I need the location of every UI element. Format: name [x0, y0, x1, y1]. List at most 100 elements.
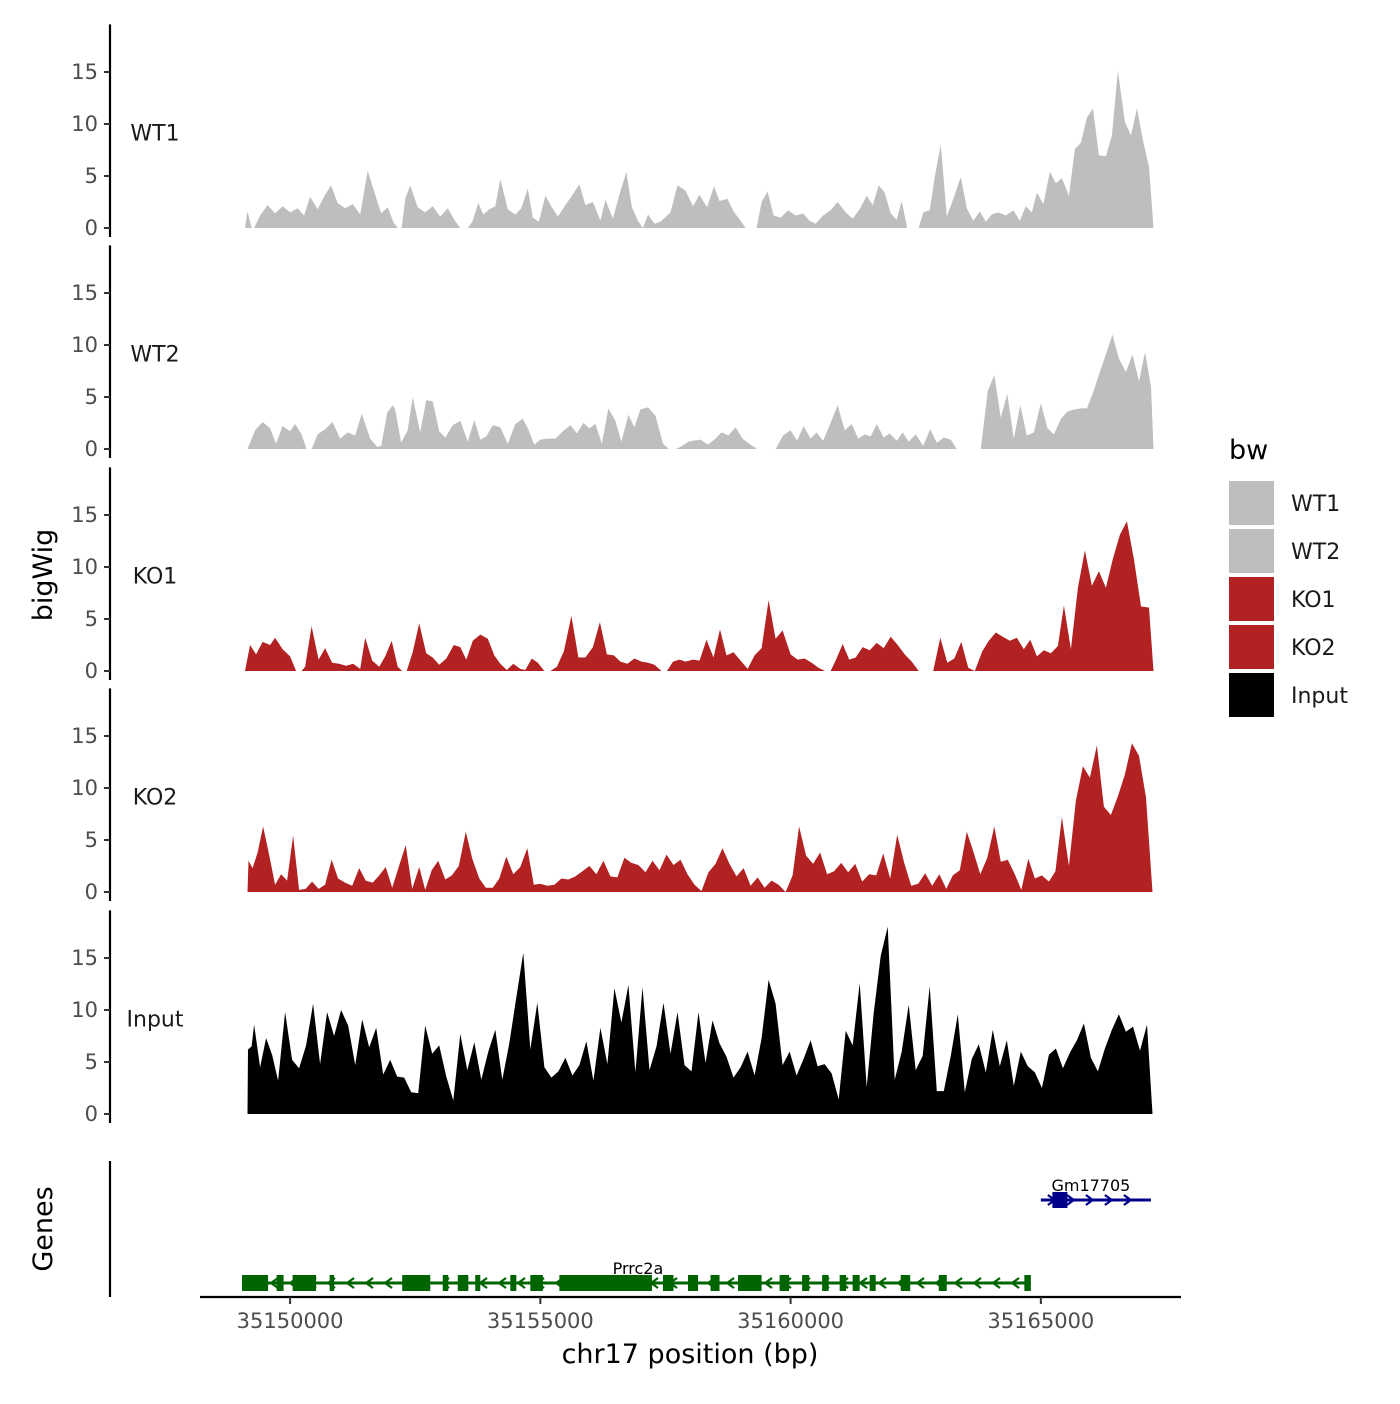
exon-prrc2a-23	[1024, 1275, 1031, 1291]
exon-prrc2a-3	[329, 1275, 335, 1291]
exon-prrc2a-2	[292, 1275, 317, 1291]
y-tick-label-ko1-10: 10	[71, 555, 98, 579]
strand-arrow	[915, 1277, 925, 1289]
legend-label-wt1: WT1	[1291, 492, 1340, 517]
exon-prrc2a-21	[900, 1275, 911, 1291]
exon-prrc2a-10	[559, 1275, 652, 1291]
gene-prrc2a: Prrc2a	[242, 1259, 1031, 1291]
strand-arrow	[383, 1277, 393, 1289]
x-tick-label-35150000: 35150000	[237, 1309, 344, 1333]
exon-prrc2a-12	[687, 1275, 699, 1291]
track-wt2: 0 5 10 15 WT2	[71, 245, 1154, 461]
strand-arrow	[858, 1277, 868, 1289]
area-input	[247, 926, 1153, 1114]
gene-label-gm17705: Gm17705	[1051, 1176, 1130, 1195]
strand-arrow	[1123, 1194, 1133, 1206]
y-tick-label-wt2-15: 15	[71, 281, 98, 305]
strand-arrow	[953, 1277, 963, 1289]
track-label-ko1: KO1	[133, 565, 178, 590]
gene-label-prrc2a: Prrc2a	[613, 1259, 664, 1278]
legend-label-input: Input	[1291, 684, 1348, 709]
y-tick-label-wt1-10: 10	[71, 112, 98, 136]
x-axis: 35150000 35155000 35160000 35165000	[200, 1295, 1181, 1333]
strand-arrow	[1010, 1277, 1020, 1289]
track-wt1: 0 5 10 15 WT1	[71, 24, 1154, 240]
strand-arrow	[1066, 1194, 1076, 1206]
y-tick-label-ko2-5: 5	[85, 828, 98, 852]
legend-items: WT1 WT2 KO1 KO2 Input	[1229, 481, 1348, 717]
exon-prrc2a-16	[802, 1275, 810, 1291]
exon-prrc2a-9	[530, 1275, 543, 1291]
exon-prrc2a-1	[276, 1275, 284, 1291]
strand-arrow	[991, 1277, 1001, 1289]
x-tick-label-35155000: 35155000	[487, 1309, 594, 1333]
exon-prrc2a-17	[822, 1275, 829, 1291]
y-tick-label-input-5: 5	[85, 1050, 98, 1074]
y-tick-label-wt1-5: 5	[85, 164, 98, 188]
area-wt2	[247, 334, 1154, 449]
track-label-wt2: WT2	[130, 343, 179, 368]
exon-prrc2a-5	[442, 1275, 449, 1291]
track-label-ko2: KO2	[133, 786, 178, 811]
y-tick-label-ko2-15: 15	[71, 724, 98, 748]
track-panels: 0 5 10 15 WT1 0 5 10 15 WT2 0 5 10 15 KO1 0 5 10 15 KO2 0 5 10…	[71, 24, 1154, 1126]
legend-label-wt2: WT2	[1291, 540, 1340, 565]
exon-prrc2a-0	[242, 1275, 269, 1291]
strand-arrow	[516, 1277, 526, 1289]
legend-key-ko2	[1229, 625, 1274, 669]
exon-gm17705-0	[1052, 1192, 1068, 1208]
strand-arrow	[763, 1277, 773, 1289]
strand-arrow	[269, 1277, 279, 1289]
y-tick-label-wt2-10: 10	[71, 333, 98, 357]
y-tick-label-ko1-15: 15	[71, 503, 98, 527]
legend-key-ko1	[1229, 577, 1274, 621]
legend: bw WT1 WT2 KO1 KO2 Input	[1229, 435, 1348, 717]
exon-prrc2a-4	[402, 1275, 431, 1291]
area-wt1	[245, 71, 1154, 228]
exon-prrc2a-18	[839, 1275, 847, 1291]
exon-prrc2a-22	[938, 1275, 947, 1291]
y-tick-label-wt2-5: 5	[85, 385, 98, 409]
strand-arrow	[1104, 1194, 1114, 1206]
track-label-input: Input	[127, 1008, 184, 1033]
exon-prrc2a-15	[779, 1275, 790, 1291]
legend-title: bw	[1229, 435, 1268, 466]
exon-prrc2a-6	[457, 1275, 469, 1291]
y-tick-label-input-15: 15	[71, 946, 98, 970]
y-tick-label-ko1-0: 0	[85, 659, 98, 683]
x-tick-label-35160000: 35160000	[737, 1309, 844, 1333]
strand-arrow	[972, 1277, 982, 1289]
exon-prrc2a-8	[510, 1275, 517, 1291]
area-ko2	[247, 743, 1153, 892]
y-tick-label-wt2-0: 0	[85, 437, 98, 461]
x-axis-title: chr17 position (bp)	[562, 1339, 819, 1370]
y-tick-label-wt1-15: 15	[71, 60, 98, 84]
legend-key-wt1	[1229, 481, 1274, 525]
legend-key-input	[1229, 673, 1274, 717]
y-tick-label-ko2-0: 0	[85, 880, 98, 904]
genes-axis-title: Genes	[28, 1186, 59, 1271]
exon-prrc2a-20	[869, 1275, 876, 1291]
y-tick-label-wt1-0: 0	[85, 216, 98, 240]
track-label-wt1: WT1	[130, 122, 179, 147]
strand-arrow	[725, 1277, 735, 1289]
strand-arrow	[1085, 1194, 1095, 1206]
y-tick-label-input-0: 0	[85, 1102, 98, 1126]
strand-arrow	[364, 1277, 374, 1289]
y-tick-label-ko2-10: 10	[71, 776, 98, 800]
legend-label-ko1: KO1	[1291, 588, 1336, 613]
strand-arrow	[345, 1277, 355, 1289]
exon-prrc2a-14	[738, 1275, 762, 1291]
exon-prrc2a-19	[852, 1275, 860, 1291]
legend-label-ko2: KO2	[1291, 636, 1336, 661]
legend-key-wt2	[1229, 529, 1274, 573]
exon-prrc2a-7	[475, 1275, 481, 1291]
exon-prrc2a-11	[662, 1275, 674, 1291]
strand-arrow	[497, 1277, 507, 1289]
track-input: 0 5 10 15 Input	[71, 910, 1153, 1126]
exon-prrc2a-13	[710, 1275, 720, 1291]
strand-arrow	[877, 1277, 887, 1289]
y-tick-label-ko1-5: 5	[85, 607, 98, 631]
